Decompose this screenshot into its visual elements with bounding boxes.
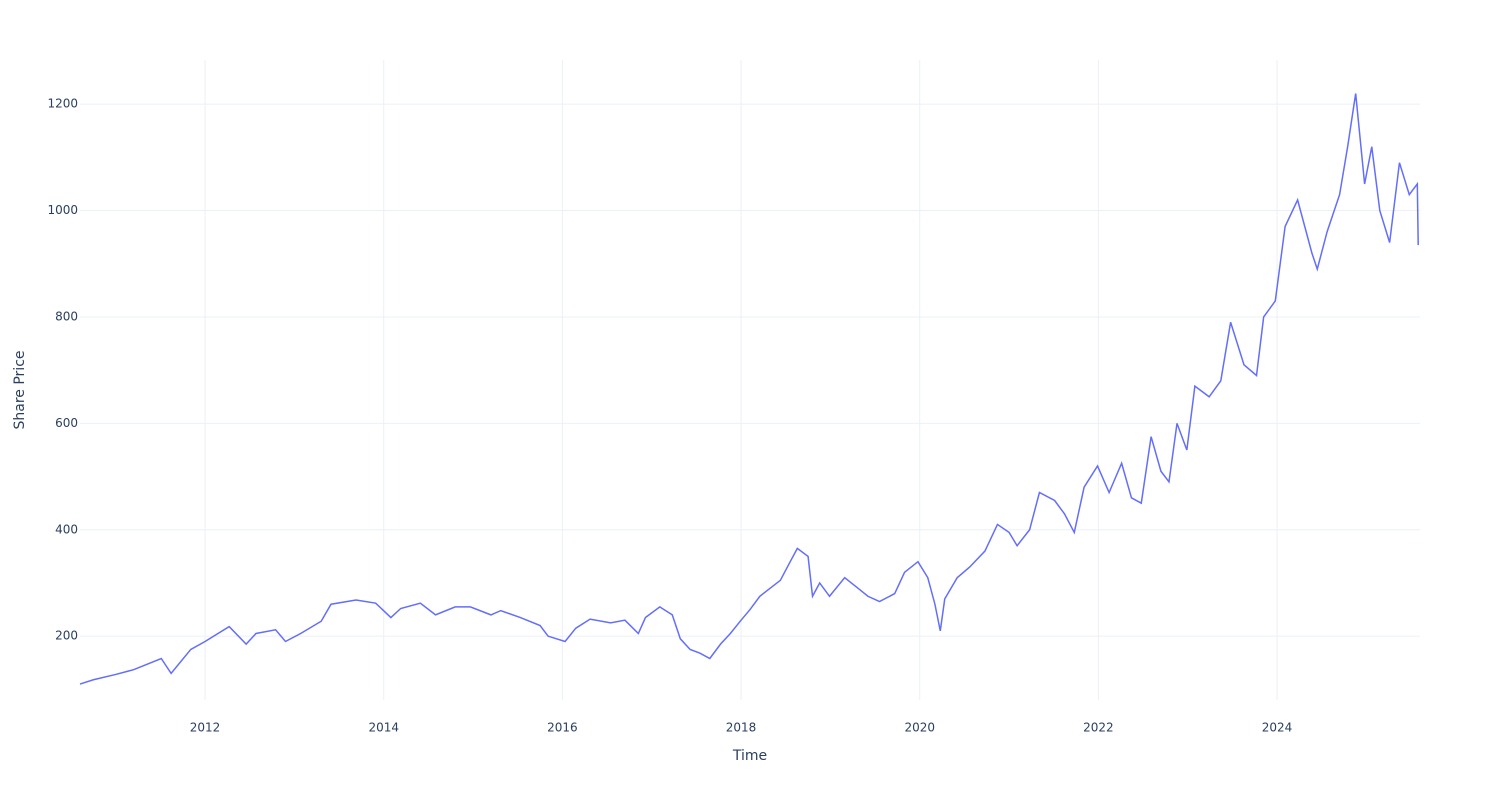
y-axis-title: Share Price [12,350,28,429]
x-tick-label: 2020 [904,721,935,735]
line-series [79,93,1419,685]
y-tick-label: 1000 [47,203,78,217]
x-tick-label: 2024 [1262,721,1293,735]
x-tick-label: 2012 [190,721,221,735]
x-tick-label: 2018 [726,721,757,735]
y-tick-label: 400 [55,522,78,536]
x-tick-label: 2016 [547,721,578,735]
y-tick-label: 600 [55,416,78,430]
x-axis-title: Time [732,748,767,764]
x-tick-label: 2022 [1083,721,1114,735]
y-tick-label: 200 [55,629,78,643]
y-tick-label: 1200 [47,97,78,111]
x-tick-label: 2014 [368,721,399,735]
y-tick-label: 800 [55,309,78,323]
